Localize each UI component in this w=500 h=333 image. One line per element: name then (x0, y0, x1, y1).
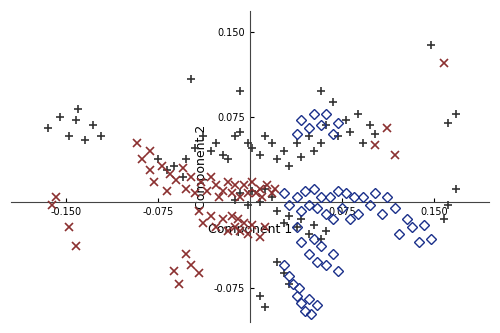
Y-axis label: Component 2: Component 2 (196, 124, 208, 209)
X-axis label: Component 1: Component 1 (208, 223, 292, 236)
